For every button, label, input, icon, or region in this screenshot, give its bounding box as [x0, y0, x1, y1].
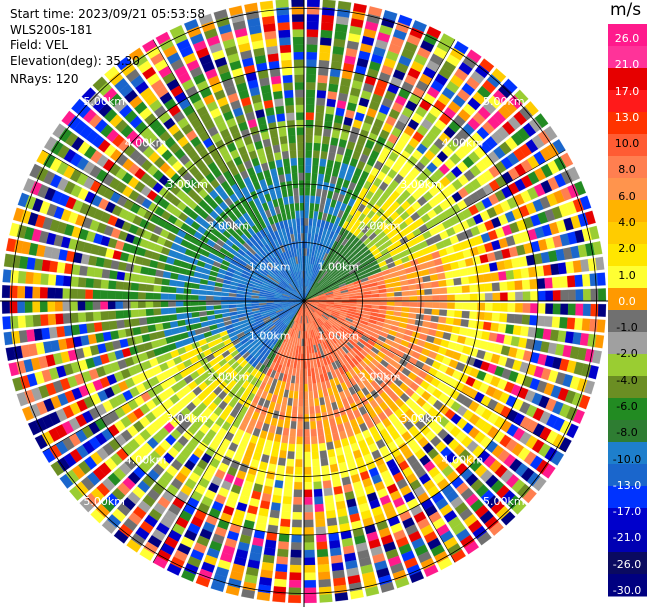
colorbar-tick-label: 17.0: [614, 84, 640, 98]
velocity-gate: [503, 78, 518, 93]
velocity-gate: [514, 89, 529, 105]
velocity-gate: [397, 14, 413, 27]
velocity-gate: [579, 195, 592, 211]
velocity-gate: [198, 13, 214, 26]
colorbar-tick-label: -4.0: [616, 373, 638, 387]
colorbar-tick-label: 6.0: [618, 189, 636, 203]
velocity-gate: [183, 18, 199, 31]
colorbar-tick-label: -30.0: [612, 584, 642, 597]
velocity-gate: [479, 58, 495, 73]
velocity-gate: [337, 0, 352, 11]
velocity-gate: [592, 241, 603, 256]
velocity-gate: [383, 9, 398, 22]
velocity-gate: [275, 0, 289, 9]
velocity-gate: [368, 6, 383, 17]
colorbar-tick-label: 13.0: [614, 110, 640, 124]
velocity-gate: [306, 0, 320, 8]
colorbar-tick-label: -8.0: [616, 426, 638, 440]
colorbar-tick-label: 0.0: [618, 294, 636, 308]
velocity-gate: [567, 166, 581, 182]
velocity-gate: [426, 26, 442, 39]
colorbar-tick-label: -26.0: [612, 557, 642, 571]
colorbar-tick-label: -6.0: [616, 400, 638, 413]
velocity-gate: [589, 225, 600, 240]
velocity-gate: [560, 152, 574, 168]
velocity-gate: [352, 3, 367, 14]
colorbar-tick-label: -1.0: [616, 321, 638, 335]
colorbar-tick-label: 4.0: [618, 216, 636, 229]
velocity-gate: [574, 180, 587, 196]
colorbar-tick-label: 8.0: [618, 163, 636, 177]
velocity-gate: [453, 40, 469, 55]
velocity-gate: [534, 113, 549, 129]
velocity-gate: [322, 0, 336, 9]
colorbar-tick-label: 26.0: [614, 32, 640, 45]
colorbar-tick-label: -13.0: [612, 478, 642, 492]
velocity-gate: [543, 125, 558, 141]
velocity-gate: [228, 5, 243, 16]
colorbar-tick-label: 21.0: [614, 58, 640, 72]
colorbar-tick-label: -2.0: [616, 347, 638, 361]
velocity-gate: [412, 20, 427, 33]
velocity-gate: [524, 101, 539, 116]
velocity-gate: [244, 2, 259, 13]
colorbar-tick-label: 10.0: [614, 137, 640, 151]
velocity-gate: [259, 0, 274, 10]
velocity-gate: [595, 256, 605, 271]
velocity-gate: [466, 49, 482, 63]
velocity-gate: [596, 272, 606, 286]
velocity-gate: [491, 68, 507, 83]
colorbar-tick-label: -10.0: [612, 452, 642, 466]
colorbar-tick-label: -17.0: [612, 505, 642, 519]
colorbar-tick-label: 1.0: [618, 268, 636, 282]
colorbar-tick-label: -21.0: [612, 531, 642, 545]
velocity-gate: [213, 9, 228, 21]
velocity-gate: [584, 210, 596, 225]
colorbar-tick-label: 2.0: [618, 242, 636, 256]
